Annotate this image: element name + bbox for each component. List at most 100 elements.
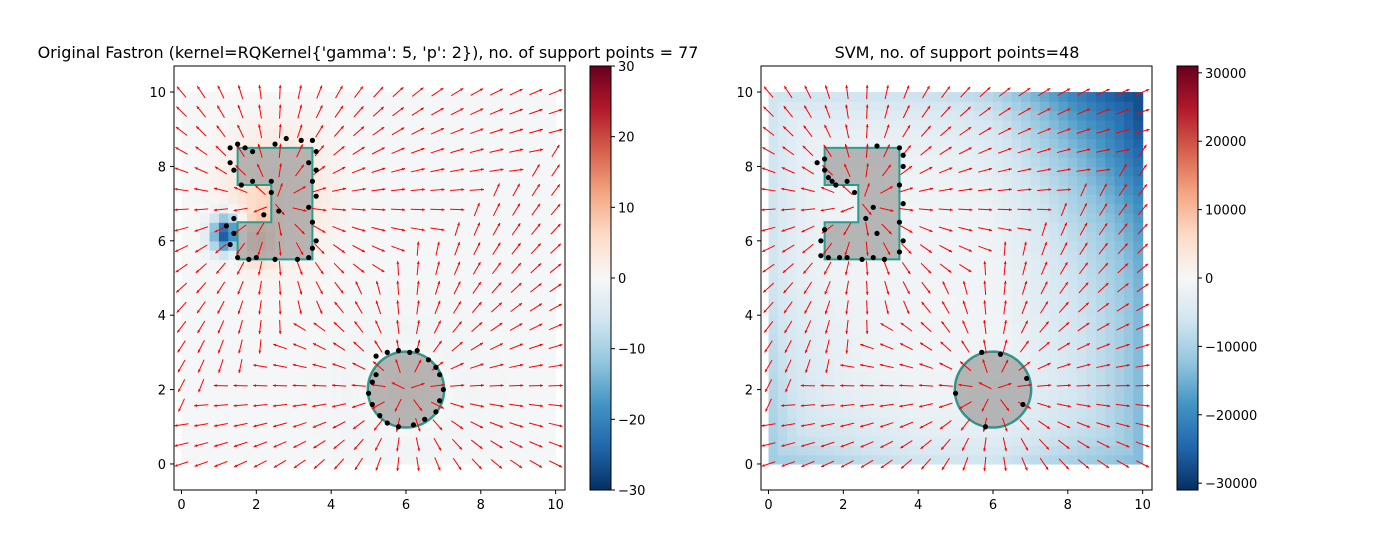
heatmap-cell	[415, 287, 426, 298]
heatmap-cell	[396, 101, 407, 112]
heatmap-cell	[480, 203, 491, 214]
quiver-arrow	[490, 302, 503, 313]
heatmap-cell	[536, 370, 547, 381]
heatmap-cell	[368, 175, 379, 186]
heatmap-cell	[899, 389, 910, 400]
heatmap-cell	[768, 361, 779, 372]
heatmap-cell	[1049, 380, 1060, 391]
quiver-arrow	[355, 281, 363, 295]
heatmap-cell	[964, 194, 975, 205]
heatmap-cell	[452, 315, 463, 326]
heatmap-cell	[787, 315, 798, 326]
heatmap-cell	[546, 268, 557, 279]
heatmap-cell	[1114, 398, 1125, 409]
heatmap-cell	[359, 240, 370, 251]
quiver-arrow	[509, 403, 524, 408]
heatmap-cell	[1049, 119, 1060, 130]
heatmap-cell	[777, 305, 788, 316]
heatmap-cell	[946, 157, 957, 168]
heatmap-cell	[777, 426, 788, 437]
heatmap-cell	[536, 175, 547, 186]
heatmap-cell	[190, 231, 201, 242]
quiver-arrow	[334, 301, 344, 314]
heatmap-cell	[824, 268, 835, 279]
heatmap-cell	[843, 408, 854, 419]
heatmap-cell	[340, 194, 351, 205]
heatmap-cell	[992, 166, 1003, 177]
heatmap-cell	[946, 166, 957, 177]
heatmap-cell	[890, 361, 901, 372]
quiver-arrow	[859, 422, 874, 428]
quiver-arrow	[1019, 340, 1030, 353]
heatmap-cell	[1021, 166, 1031, 177]
heatmap-cell	[1105, 240, 1116, 251]
quiver-arrow	[451, 341, 463, 352]
heatmap-cell	[190, 175, 201, 186]
heatmap-cell	[303, 268, 314, 279]
heatmap-cell	[1039, 166, 1050, 177]
heatmap-cell	[815, 138, 826, 149]
heatmap-cell	[368, 119, 379, 130]
heatmap-cell	[387, 259, 398, 270]
heatmap-cell	[1021, 157, 1031, 168]
heatmap-cell	[387, 445, 398, 456]
heatmap-cell	[918, 324, 929, 335]
heatmap-cell	[918, 343, 929, 353]
quiver-arrow	[960, 418, 971, 431]
heatmap-cell	[833, 315, 844, 326]
heatmap-cell	[1123, 278, 1134, 288]
heatmap-cell	[955, 454, 966, 465]
heatmap-cell	[396, 129, 407, 140]
quiver-arrow	[1058, 321, 1070, 333]
heatmap-cell	[880, 454, 891, 465]
quiver-arrow	[1096, 108, 1111, 115]
heatmap-cell	[796, 268, 807, 279]
heatmap-cell	[1123, 138, 1134, 149]
quiver-arrow	[919, 244, 933, 254]
quiver-arrow	[353, 106, 364, 118]
heatmap-cell	[331, 315, 342, 326]
heatmap-cell	[871, 343, 882, 353]
heatmap-cell	[546, 203, 557, 214]
heatmap-cell	[824, 333, 835, 344]
heatmap-cell	[209, 129, 220, 140]
heatmap-cell	[833, 296, 844, 307]
heatmap-cell	[209, 268, 220, 279]
quiver-arrow	[845, 339, 849, 354]
heatmap-cell	[359, 119, 370, 130]
heatmap-cell	[955, 287, 966, 298]
heatmap-cell	[415, 212, 426, 223]
quiver-arrow	[509, 343, 524, 350]
heatmap-cell	[871, 315, 882, 326]
heatmap-cell	[1133, 194, 1144, 205]
heatmap-cell	[852, 138, 863, 149]
heatmap-cell	[265, 333, 276, 344]
heatmap-cell	[852, 389, 863, 400]
heatmap-cell	[377, 333, 388, 344]
heatmap-cell	[508, 408, 519, 419]
heatmap-cell	[434, 352, 444, 363]
heatmap-cell	[480, 436, 491, 446]
heatmap-cell	[284, 305, 295, 316]
heatmap-cell	[331, 240, 342, 251]
heatmap-cell	[443, 454, 454, 465]
quiver-arrow	[489, 168, 504, 172]
heatmap-cell	[405, 194, 416, 205]
heatmap-cell	[443, 222, 454, 233]
heatmap-cell	[490, 166, 501, 177]
heatmap-cell	[490, 92, 501, 102]
quiver-arrow	[332, 225, 346, 233]
x-tick-label: 2	[839, 498, 847, 513]
heatmap-cell	[508, 268, 519, 279]
heatmap-cell	[908, 305, 919, 316]
heatmap-cell	[527, 315, 538, 326]
heatmap-cell	[471, 147, 482, 158]
quiver-arrow	[1002, 339, 1008, 354]
quiver-arrow	[258, 104, 262, 119]
heatmap-cell	[321, 278, 332, 288]
heatmap-cell	[284, 315, 295, 326]
heatmap-cell	[321, 147, 332, 158]
heatmap-cell	[843, 305, 854, 316]
heatmap-cell	[805, 287, 816, 298]
quiver-arrow	[1116, 343, 1130, 350]
